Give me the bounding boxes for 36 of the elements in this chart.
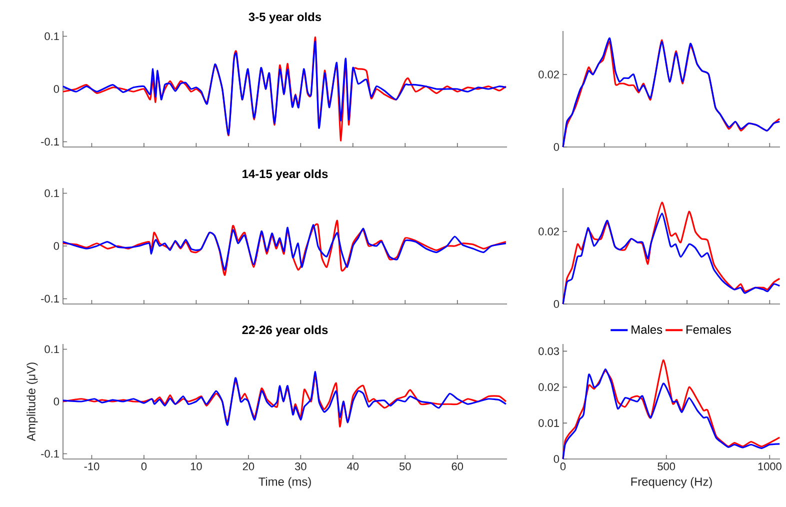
x-tick-label: -10 xyxy=(84,462,100,470)
y-tick-label: -0.1 xyxy=(41,294,59,303)
x-tick-label: 60 xyxy=(452,462,464,470)
legend-label: Males xyxy=(632,325,662,334)
y-tick-label: 0 xyxy=(54,398,60,406)
y-tick-label: 0 xyxy=(54,242,60,250)
chart-title: 14-15 year olds xyxy=(242,169,328,181)
y-tick-label: -0.1 xyxy=(41,138,59,146)
x-axis-title: Time (ms) xyxy=(258,477,311,488)
y-tick-label: 0 xyxy=(554,300,560,308)
y-axis-title: Amplitude (μV) xyxy=(26,362,38,442)
x-tick-label: 50 xyxy=(399,462,411,470)
x-tick-label: 30 xyxy=(295,462,306,470)
x-tick-label: 1000 xyxy=(758,462,782,470)
y-tick-label: 0.1 xyxy=(44,345,59,354)
y-tick-label: 0.01 xyxy=(538,419,559,427)
x-tick-label: 0 xyxy=(560,462,566,470)
y-tick-label: 0 xyxy=(554,455,560,463)
y-tick-label: -0.1 xyxy=(41,450,59,458)
x-axis-title: Frequency (Hz) xyxy=(631,477,712,488)
legend-label: Females xyxy=(686,325,731,334)
x-tick-label: 500 xyxy=(658,462,676,470)
y-tick-label: 0.02 xyxy=(538,70,559,78)
x-tick-label: 0 xyxy=(141,462,147,470)
x-tick-label: 10 xyxy=(190,462,202,470)
y-tick-label: 0.1 xyxy=(44,32,59,40)
y-tick-label: 0.1 xyxy=(44,189,59,198)
y-tick-label: 0 xyxy=(554,143,560,151)
x-tick-label: 20 xyxy=(242,462,254,470)
y-tick-label: 0.02 xyxy=(538,383,559,392)
x-tick-label: 40 xyxy=(347,462,359,470)
chart-title: 3-5 year olds xyxy=(248,12,322,24)
y-tick-label: 0 xyxy=(54,85,60,93)
chart-title: 22-26 year olds xyxy=(242,325,328,337)
y-tick-label: 0.03 xyxy=(538,347,559,356)
y-tick-label: 0.02 xyxy=(538,228,559,236)
